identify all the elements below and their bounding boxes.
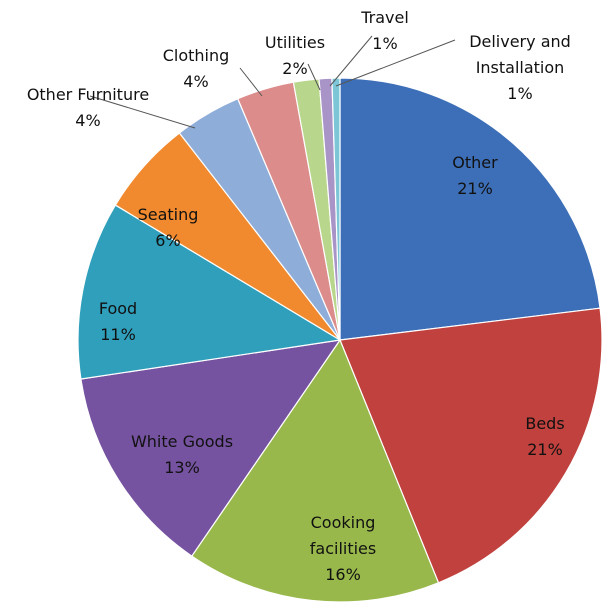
slice-percent-food: 11% — [100, 325, 136, 344]
slice-percent-white-goods: 13% — [164, 458, 200, 477]
pie-slices — [77, 77, 603, 602]
slice-name-utilities: Utilities — [265, 33, 325, 52]
slice-label-utilities: Utilities 2% — [265, 33, 325, 78]
slice-name-seating: Seating — [138, 205, 199, 224]
slice-label-other-furniture: Other Furniture 4% — [27, 85, 149, 130]
slice-label-other: Other 21% — [452, 153, 498, 198]
leader-line-travel — [329, 35, 373, 87]
leader-line-other-furniture — [89, 95, 196, 129]
slice-percent-clothing: 4% — [183, 72, 208, 91]
slice-name-other-furniture: Other Furniture — [27, 85, 149, 104]
slice-name-delivery-and-installation: Installation — [476, 58, 565, 77]
slice-name-other: Other — [452, 153, 498, 172]
slice-name-food: Food — [99, 299, 137, 318]
slice-label-white-goods: White Goods 13% — [131, 432, 233, 477]
slice-name-cooking-facilities: Cooking — [311, 513, 376, 532]
slice-percent-other: 21% — [457, 179, 493, 198]
slice-percent-other-furniture: 4% — [75, 111, 100, 130]
slice-label-delivery-and-installation: Delivery and Installation 1% — [469, 32, 571, 103]
pie-slice-beds — [339, 307, 603, 584]
slice-percent-beds: 21% — [527, 440, 563, 459]
slice-percent-delivery-and-installation: 1% — [507, 84, 532, 103]
slice-name-white-goods: White Goods — [131, 432, 233, 451]
leader-line-utilities — [307, 63, 321, 91]
slice-labels: Other 21% Beds 21% Cooking facilities 16% White… — [27, 8, 571, 584]
slice-name-clothing: Clothing — [163, 46, 230, 65]
slice-label-clothing: Clothing 4% — [163, 46, 230, 91]
slice-name-beds: Beds — [525, 414, 564, 433]
leader-line-clothing — [239, 67, 263, 97]
slice-percent-travel: 1% — [372, 34, 397, 53]
slice-label-travel: Travel 1% — [360, 8, 409, 53]
pie-slice-other — [339, 77, 601, 341]
pie-slice-cooking-facilities — [190, 338, 440, 602]
leader-lines — [89, 35, 456, 129]
slice-label-cooking-facilities: Cooking facilities 16% — [310, 513, 376, 584]
slice-name-travel: Travel — [360, 8, 409, 27]
leader-line-delivery-and-installation — [335, 39, 456, 87]
pie-slice-white-goods — [80, 339, 342, 557]
pie-slice-food — [77, 204, 342, 380]
slice-percent-cooking-facilities: 16% — [325, 565, 361, 584]
slice-label-food: Food 11% — [99, 299, 137, 344]
slice-label-seating: Seating 6% — [138, 205, 199, 250]
slice-percent-utilities: 2% — [282, 59, 307, 78]
slice-label-beds: Beds 21% — [525, 414, 564, 459]
slice-name-cooking-facilities: facilities — [310, 539, 376, 558]
pie-slice-delivery-and-installation — [331, 77, 341, 341]
slice-name-delivery-and-installation: Delivery and — [469, 32, 571, 51]
slice-percent-seating: 6% — [155, 231, 180, 250]
